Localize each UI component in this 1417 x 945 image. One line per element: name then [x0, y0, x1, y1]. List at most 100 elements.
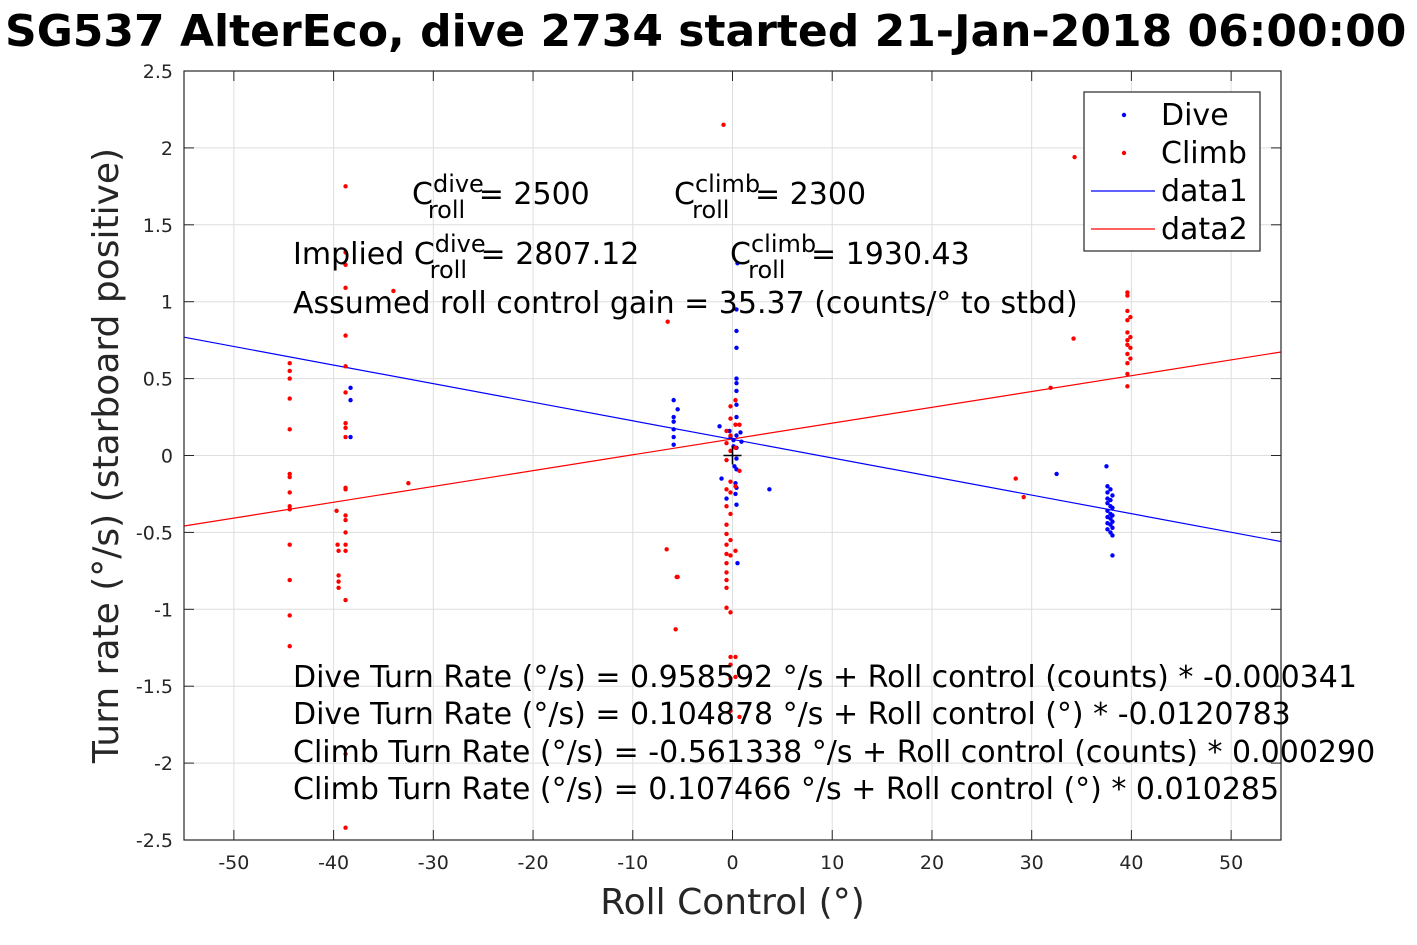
dive-point	[734, 402, 739, 407]
climb-point	[1128, 345, 1133, 351]
climb-point	[1072, 154, 1077, 160]
legend-climb-marker	[1121, 150, 1127, 156]
dive-point	[348, 397, 353, 403]
climb-point	[343, 513, 348, 518]
climb-point	[343, 250, 348, 255]
dive-point	[1105, 484, 1110, 489]
climb-point	[733, 674, 738, 680]
dive-point	[733, 480, 738, 486]
dive-point	[1105, 508, 1110, 514]
dive-point	[1110, 519, 1115, 524]
dive-point	[671, 427, 676, 432]
climb-point	[287, 542, 292, 547]
legend-climb-label: Climb	[1161, 136, 1247, 171]
y-tick-label: -2	[154, 753, 173, 775]
climb-point	[733, 422, 738, 427]
climb-point	[1125, 308, 1130, 314]
climb-point	[287, 396, 292, 401]
climb-point	[724, 605, 729, 610]
annotation-fit-dive-counts: Dive Turn Rate (°/s) = 0.958592 °/s + Ro…	[293, 660, 1357, 695]
climb-point	[1125, 351, 1130, 357]
climb-point	[1048, 385, 1053, 391]
dive-point	[1108, 497, 1113, 503]
dive-point	[734, 307, 739, 312]
x-tick-label: -30	[418, 852, 449, 874]
climb-point	[287, 613, 292, 618]
climb-point	[343, 434, 348, 440]
dive-point	[1104, 464, 1109, 469]
climb-point	[1125, 342, 1130, 347]
climb-point	[733, 548, 738, 554]
climb-point	[287, 471, 292, 477]
dive-point	[734, 502, 739, 507]
dive-point	[738, 430, 743, 435]
climb-point	[724, 585, 729, 590]
climb-point	[406, 480, 411, 486]
x-tick-label: -50	[218, 852, 249, 874]
climb-point	[1125, 290, 1130, 295]
climb-point	[724, 428, 729, 434]
dive-point	[671, 397, 676, 403]
x-tick-label: 30	[1020, 852, 1044, 874]
dive-point	[734, 376, 739, 381]
climb-point	[728, 708, 733, 714]
climb-point	[343, 333, 348, 338]
x-tick-label: -20	[518, 852, 549, 874]
climb-point	[1128, 314, 1133, 320]
climb-point	[287, 361, 292, 366]
climb-point	[724, 551, 729, 557]
x-tick-label: 50	[1219, 852, 1243, 874]
climb-point	[728, 511, 733, 517]
climb-point	[336, 579, 341, 584]
climb-point	[728, 433, 733, 438]
climb-point	[724, 531, 729, 537]
dive-point	[731, 437, 736, 443]
climb-point	[343, 517, 348, 523]
annotation-c-dive: Cdive roll = 2500	[412, 170, 590, 224]
x-tick-label: 40	[1119, 852, 1143, 874]
climb-point	[343, 425, 348, 431]
climb-point	[1125, 293, 1130, 298]
climb-point	[1128, 334, 1133, 340]
dive-point	[1105, 500, 1110, 506]
climb-point	[664, 547, 669, 552]
dive-point	[735, 560, 740, 566]
climb-point	[737, 714, 742, 720]
climb-point	[728, 654, 733, 660]
climb-point	[343, 597, 348, 603]
dive-point	[671, 414, 676, 420]
climb-point	[343, 262, 348, 267]
dive-point	[734, 456, 739, 461]
y-tick-label: 2	[161, 138, 173, 160]
dive-point	[1110, 505, 1115, 510]
climb-point	[343, 530, 348, 535]
climb-point	[724, 440, 729, 446]
climb-point	[287, 644, 292, 649]
dive-point	[734, 433, 739, 438]
dive-point	[734, 328, 739, 334]
y-tick-label: -1.5	[136, 676, 173, 698]
climb-point	[343, 390, 348, 395]
x-tick-label: -10	[617, 852, 648, 874]
climb-point	[343, 421, 348, 426]
annotation-fit-dive-degrees: Dive Turn Rate (°/s) = 0.104878 °/s + Ro…	[293, 697, 1291, 732]
legend-data1-label: data1	[1161, 174, 1248, 209]
y-tick-label: 0.5	[143, 369, 173, 391]
dive-point	[1105, 527, 1110, 532]
climb-point	[287, 368, 292, 374]
dive-point	[348, 434, 353, 440]
climb-point	[724, 504, 729, 509]
annotation-roll-gain: Assumed roll control gain = 35.37 (count…	[293, 286, 1078, 321]
climb-point	[733, 397, 738, 403]
climb-point	[728, 662, 733, 667]
x-axis-label: Roll Control (°)	[600, 882, 865, 923]
climb-point	[287, 504, 292, 509]
climb-point	[336, 548, 341, 554]
climb-point	[733, 484, 738, 489]
climb-point	[728, 479, 733, 484]
dive-point	[671, 419, 676, 424]
climb-point	[343, 542, 348, 547]
climb-point	[733, 654, 738, 660]
y-tick-label: -0.5	[136, 522, 173, 544]
climb-point	[287, 507, 292, 512]
